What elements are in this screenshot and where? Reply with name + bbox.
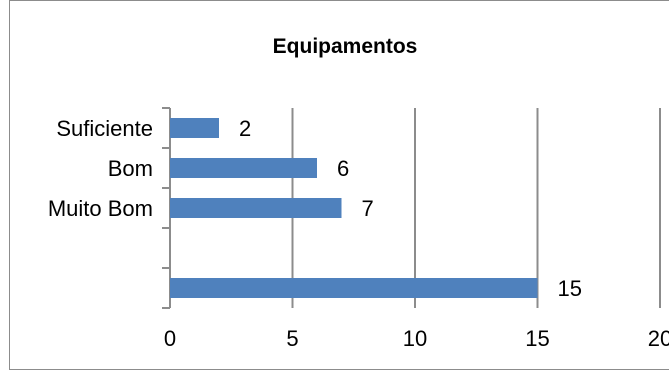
bar [170,158,317,178]
bars [170,118,538,298]
data-label: 15 [558,276,582,301]
x-tick-label: 10 [403,326,427,351]
bar [170,278,538,298]
category-label: Bom [108,156,153,181]
x-tick-label: 15 [525,326,549,351]
x-tick-label: 5 [286,326,298,351]
x-tick-label: 0 [164,326,176,351]
data-label: 7 [362,196,374,221]
chart-title: Equipamentos [273,35,418,58]
chart-frame [9,0,669,370]
bar [170,198,342,218]
bar-chart: Equipamentos 0 5 10 15 20 2 Suficiente 6 Bom 7 Mui… [48,35,669,351]
data-label: 6 [337,156,349,181]
bar [170,118,219,138]
category-label: Suficiente [56,116,153,141]
axes [162,107,171,309]
data-label: 2 [239,116,251,141]
x-tick-label: 20 [648,326,669,351]
category-label: Muito Bom [48,196,153,221]
labels: 0 5 10 15 20 2 Suficiente 6 Bom 7 Muito Bom 15 [48,116,669,351]
